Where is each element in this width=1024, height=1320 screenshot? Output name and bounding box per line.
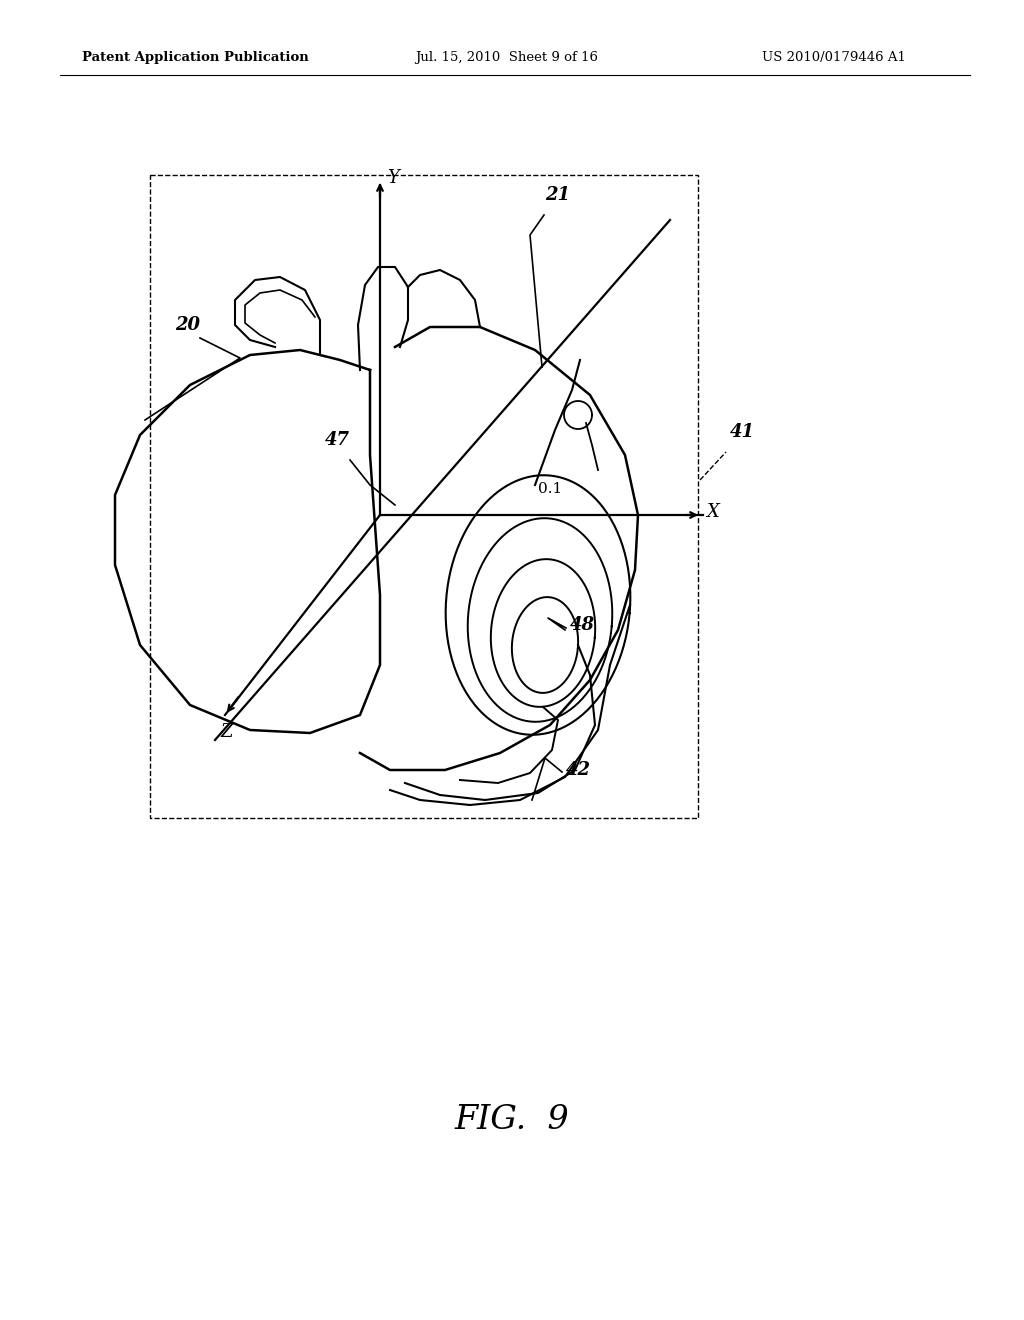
Text: Jul. 15, 2010  Sheet 9 of 16: Jul. 15, 2010 Sheet 9 of 16 xyxy=(415,50,598,63)
Text: 41: 41 xyxy=(730,422,755,441)
Text: FIG.  9: FIG. 9 xyxy=(455,1104,569,1137)
Text: 21: 21 xyxy=(545,186,570,205)
Text: US 2010/0179446 A1: US 2010/0179446 A1 xyxy=(762,50,906,63)
Text: 20: 20 xyxy=(175,315,200,334)
Text: 0.1: 0.1 xyxy=(538,482,562,496)
Text: 42: 42 xyxy=(566,762,591,779)
Text: 47: 47 xyxy=(325,432,350,449)
Text: Patent Application Publication: Patent Application Publication xyxy=(82,50,309,63)
Text: X: X xyxy=(706,503,719,521)
Text: 48: 48 xyxy=(570,616,595,634)
Text: Y: Y xyxy=(387,169,399,187)
Text: Z: Z xyxy=(220,723,232,741)
